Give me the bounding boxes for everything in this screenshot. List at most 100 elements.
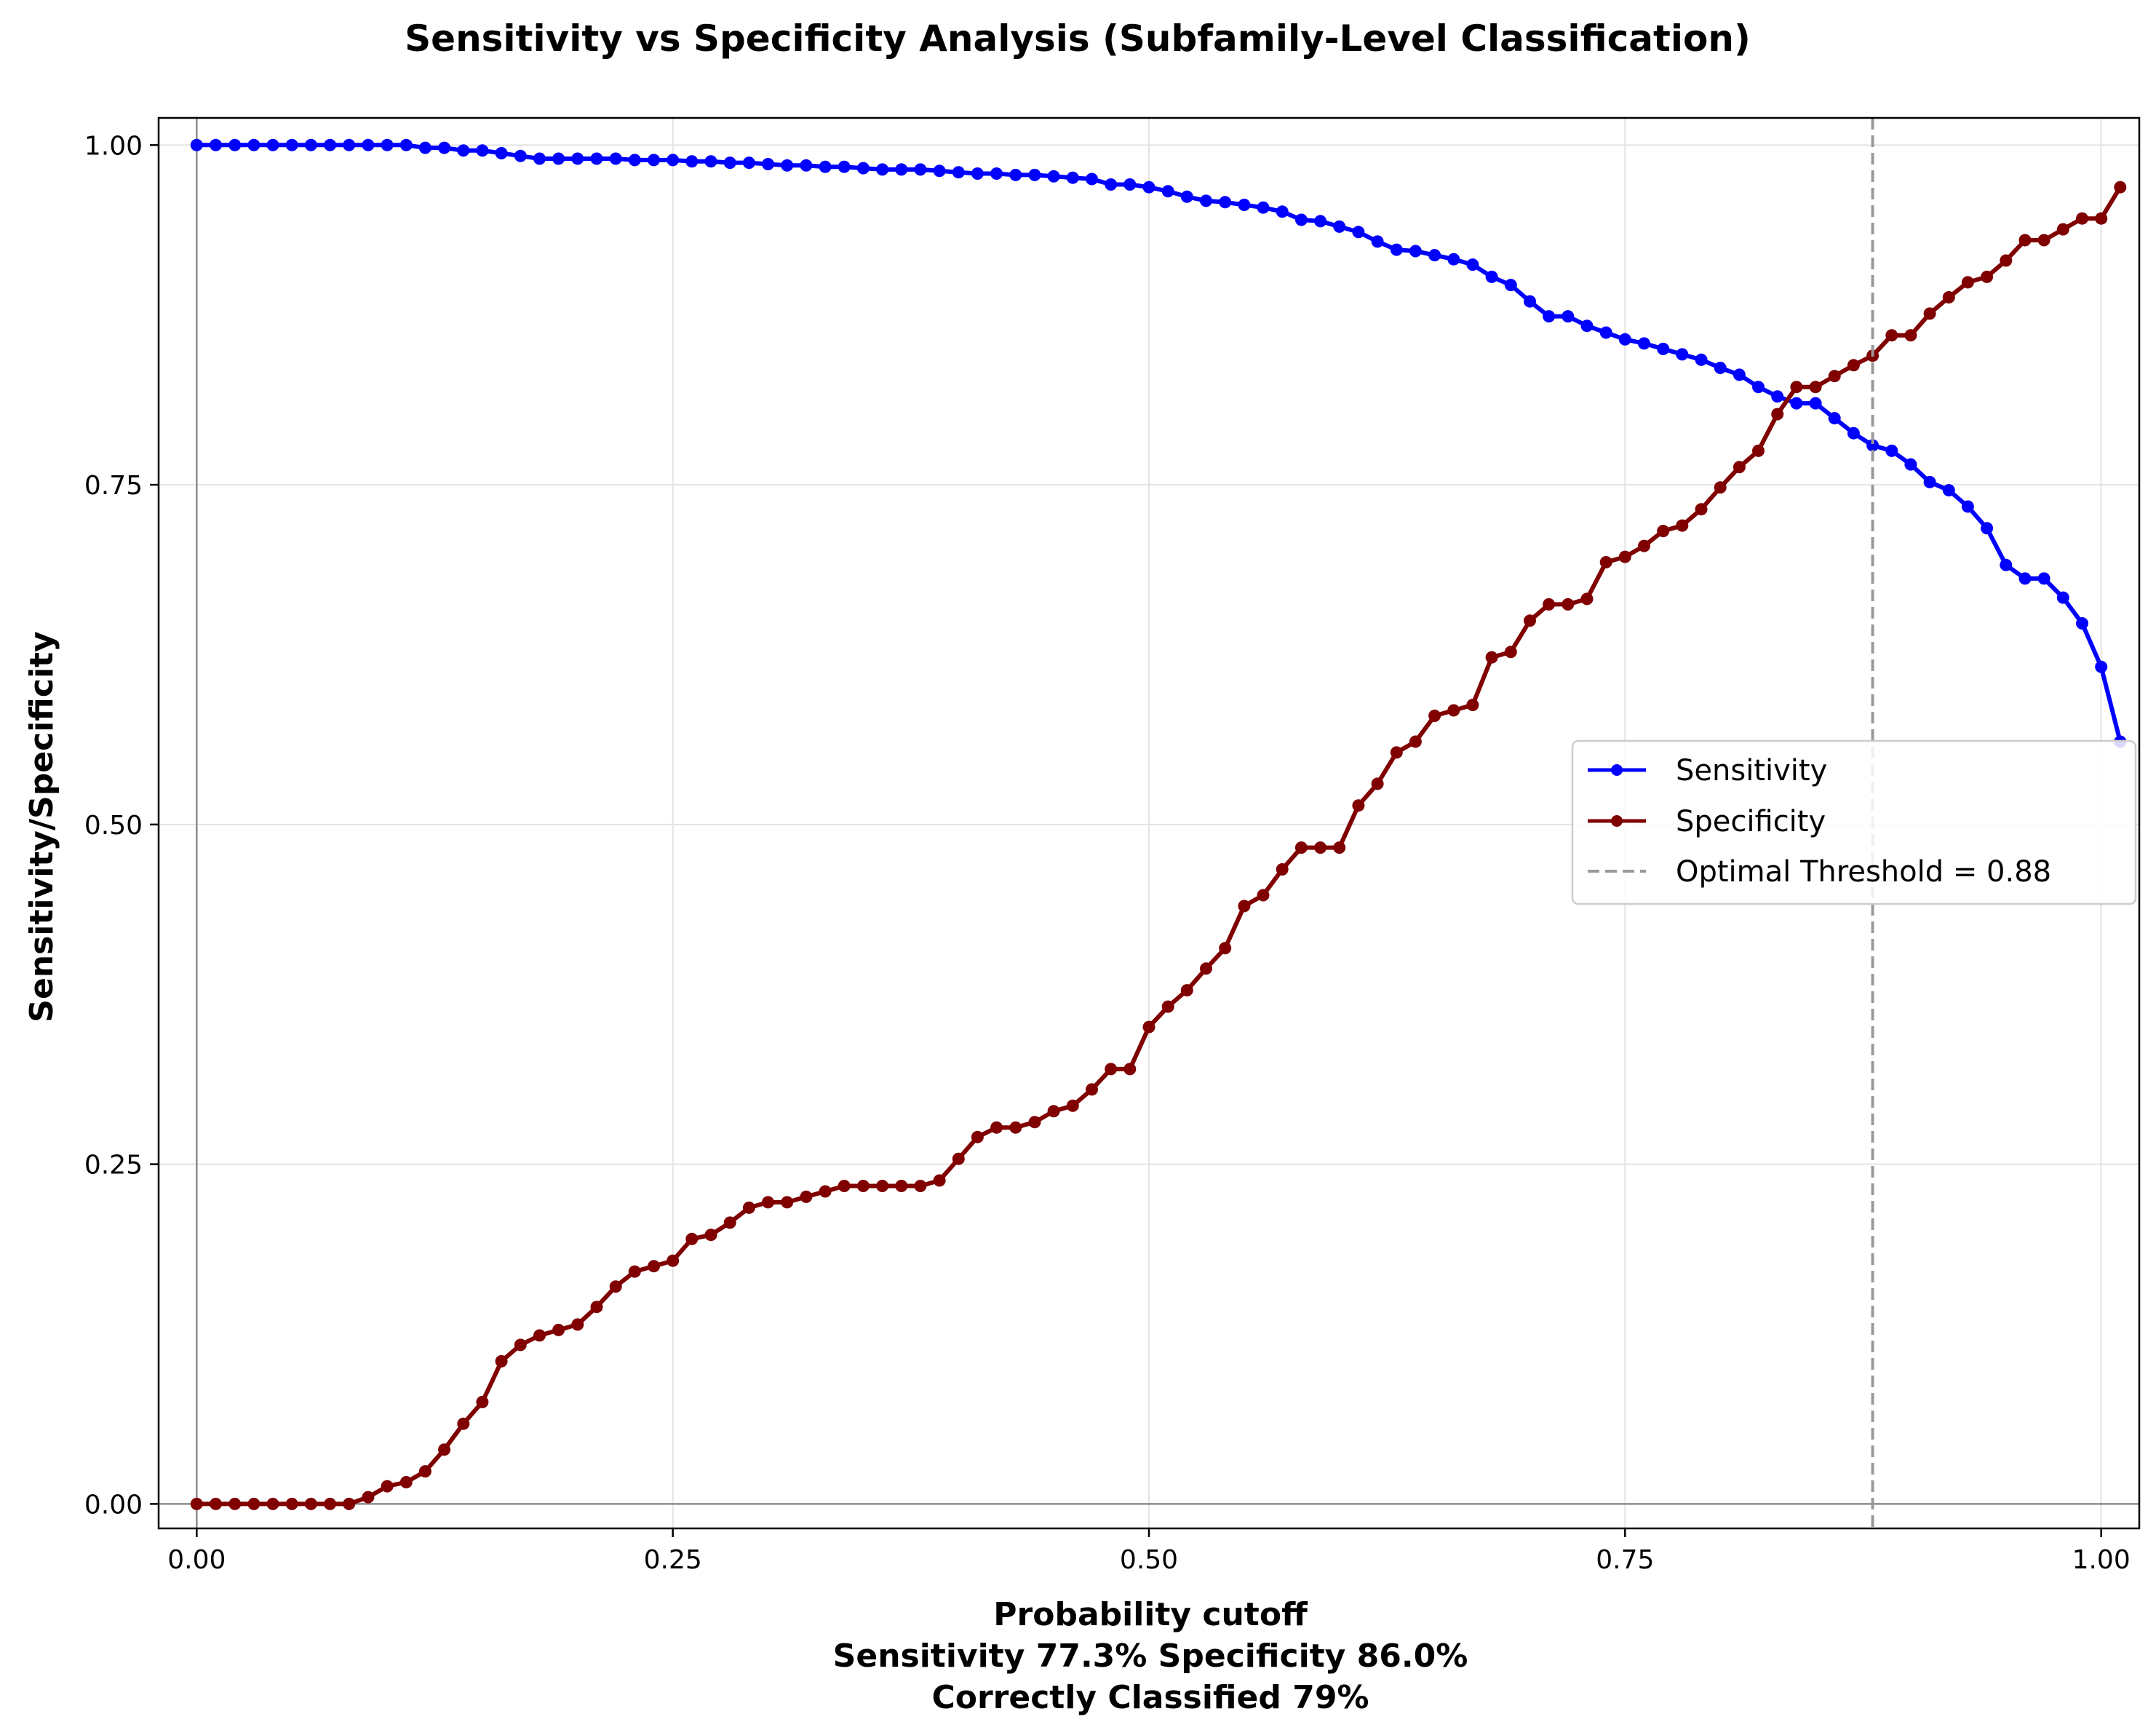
specificity-point [1923,307,1936,320]
sensitivity-point [2000,558,2013,571]
legend-threshold-label: Optimal Threshold = 0.88 [1676,855,2051,889]
sensitivity-point [1790,397,1803,410]
sensitivity-point [1294,213,1308,226]
sensitivity-point [1638,337,1650,350]
sensitivity-point [1333,220,1346,233]
specificity-point [1562,598,1575,611]
sensitivity-point [1314,215,1327,228]
specificity-point [381,1480,394,1493]
specificity-point [1961,276,1974,289]
y-tick-label: 0.25 [84,1151,143,1181]
specificity-point [819,1185,832,1198]
y-axis-label: Sensitivity/Specificity [23,631,60,1022]
specificity-point [876,1180,889,1192]
specificity-point [1123,1063,1137,1076]
specificity-point [1657,525,1670,538]
sensitivity-point [1676,348,1689,361]
y-tick-label: 1.00 [84,131,143,161]
sensitivity-point [1142,180,1155,194]
x-tick-label: 1.00 [2072,1545,2131,1575]
sensitivity-point [895,163,908,176]
specificity-point [1409,735,1422,748]
sensitivity-point [1390,243,1403,256]
sensitivity-point [438,141,451,154]
specificity-point [418,1465,431,1478]
sensitivity-point [1942,484,1955,497]
reference-lines [159,118,2139,1528]
specificity-point [1219,942,1232,955]
specificity-point [933,1174,946,1187]
sensitivity-point [343,138,356,151]
specificity-point [648,1260,660,1273]
specificity-point [1314,841,1327,854]
specificity-point [1580,592,1594,606]
y-tick-label: 0.50 [84,811,143,841]
sensitivity-point [1866,439,1879,452]
sensitivity-point [266,138,279,151]
x-axis-label: Probability cutoff [993,1596,1308,1633]
sensitivity-point [1238,199,1251,211]
sensitivity-point [1809,397,1822,410]
specificity-point [685,1232,699,1245]
sensitivity-point [1981,522,1994,535]
specificity-point [2114,180,2127,194]
specificity-point [704,1229,717,1242]
sensitivity-point [1009,168,1022,181]
specificity-point [1695,503,1708,516]
specificity-point [1885,329,1898,342]
sensitivity-point [1599,326,1612,339]
sensitivity-point [457,144,470,157]
specificity-point [1809,381,1822,394]
sensitivity-point [648,154,660,167]
sensitivity-point [819,160,832,173]
sensitivity-point [210,138,222,151]
sensitivity-point [1695,353,1708,366]
specificity-point [856,1180,870,1192]
sensitivity-point [1180,190,1193,203]
sensitivity-point [723,156,736,170]
specificity-point [1752,444,1765,457]
sensitivity-point [933,164,946,178]
sensitivity-point [1028,168,1041,181]
specificity-point [228,1497,242,1510]
sensitivity-point [704,155,717,168]
tick-layer: 0.00 0.25 0.50 0.75 1.00 0.00 0.25 0.50 0.75 1.00 [84,131,2131,1575]
sensitivity-point [838,160,851,173]
specificity-point [285,1497,298,1510]
specificity-point [514,1338,527,1352]
sensitivity-point [1428,249,1441,262]
specificity-point [266,1497,279,1510]
sensitivity-point [685,155,699,168]
specificity-point [667,1254,680,1267]
sensitivity-point [1123,178,1137,191]
sensitivity-point [1409,245,1422,258]
series-layer [190,138,2127,1510]
specificity-point [247,1497,260,1510]
sensitivity-point [1752,381,1765,394]
sensitivity-point [971,167,984,180]
legend-specificity-marker [1611,815,1623,827]
specificity-point [1086,1083,1098,1096]
specificity-point [1904,329,1917,342]
specificity-point [362,1491,375,1504]
specificity-point [1294,841,1308,854]
specificity-point [1276,863,1289,876]
legend-sensitivity-label: Sensitivity [1676,754,1827,787]
specificity-point [1047,1105,1060,1118]
specificity-point [609,1280,622,1293]
specificity-point [190,1497,203,1510]
specificity-point [2076,212,2088,225]
specificity-point [800,1190,813,1203]
specificity-point [1257,889,1270,902]
sensitivity-point [1047,170,1060,183]
specificity-point [2000,254,2013,267]
sensitivity-point [362,138,375,151]
sensitivity-point [1466,258,1479,271]
x-tick-label: 0.00 [167,1545,226,1575]
sensitivity-point [1543,310,1556,323]
sensitivity-point [856,162,870,175]
sensitivity-point [1276,205,1289,218]
sensitivity-point [762,158,774,170]
sensitivity-point [1923,475,1936,488]
specificity-point [399,1476,413,1488]
